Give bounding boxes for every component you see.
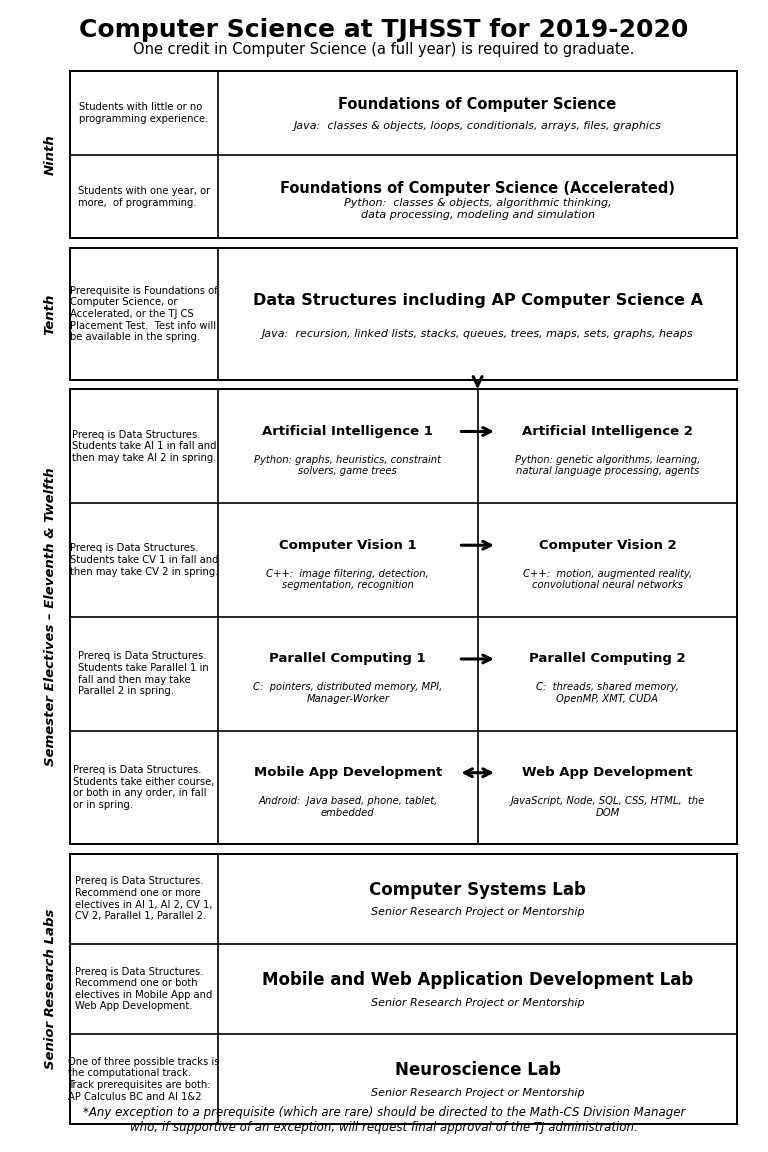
Text: C++:  image filtering, detection,
segmentation, recognition: C++: image filtering, detection, segment… [266, 569, 429, 590]
Text: JavaScript, Node, SQL, CSS, HTML,  the
DOM: JavaScript, Node, SQL, CSS, HTML, the DO… [510, 796, 704, 818]
Text: C++:  motion, augmented reality,
convolutional neural networks: C++: motion, augmented reality, convolut… [523, 569, 692, 590]
Text: Neuroscience Lab: Neuroscience Lab [395, 1061, 561, 1079]
Text: Foundations of Computer Science: Foundations of Computer Science [339, 97, 617, 113]
Text: Parallel Computing 1: Parallel Computing 1 [270, 652, 426, 666]
Text: Java:  classes & objects, loops, conditionals, arrays, files, graphics: Java: classes & objects, loops, conditio… [293, 121, 661, 130]
Text: Students with little or no
programming experience.: Students with little or no programming e… [79, 103, 208, 124]
Text: Mobile App Development: Mobile App Development [253, 766, 442, 779]
Text: Prerequisite is Foundations of
Computer Science, or
Accelerated, or the TJ CS
Pl: Prerequisite is Foundations of Computer … [70, 286, 217, 342]
Text: Semester Electives – Eleventh & Twelfth: Semester Electives – Eleventh & Twelfth [44, 468, 57, 766]
Text: One of three possible tracks is
the computational track.
Track prerequisites are: One of three possible tracks is the comp… [68, 1056, 220, 1101]
Text: Artificial Intelligence 1: Artificial Intelligence 1 [263, 425, 433, 438]
Text: Computer Science at TJHSST for 2019-2020: Computer Science at TJHSST for 2019-2020 [79, 18, 689, 41]
Bar [70, 248, 737, 380]
Text: Web App Development: Web App Development [522, 766, 693, 779]
Text: Prereq is Data Structures.
Recommend one or both
electives in Mobile App and
Web: Prereq is Data Structures. Recommend one… [75, 967, 213, 1011]
Text: C:  threads, shared memory,
OpenMP, XMT, CUDA: C: threads, shared memory, OpenMP, XMT, … [536, 682, 679, 704]
Text: Tenth: Tenth [44, 294, 57, 334]
Text: Senior Research Project or Mentorship: Senior Research Project or Mentorship [371, 998, 584, 1008]
Text: C:  pointers, distributed memory, MPI,
Manager-Worker: C: pointers, distributed memory, MPI, Ma… [253, 682, 442, 704]
Text: Prereq is Data Structures.
Recommend one or more
electives in AI 1, AI 2, CV 1,
: Prereq is Data Structures. Recommend one… [75, 877, 213, 922]
Text: Data Structures including AP Computer Science A: Data Structures including AP Computer Sc… [253, 293, 703, 309]
Text: *Any exception to a prerequisite (which are rare) should be directed to the Math: *Any exception to a prerequisite (which … [83, 1106, 685, 1134]
Text: Prereq is Data Structures.
Students take CV 1 in fall and
then may take CV 2 in : Prereq is Data Structures. Students take… [70, 544, 218, 577]
Text: Computer Vision 1: Computer Vision 1 [279, 539, 416, 552]
Text: Java:  recursion, linked lists, stacks, queues, trees, maps, sets, graphs, heaps: Java: recursion, linked lists, stacks, q… [262, 328, 694, 339]
Text: Python:  classes & objects, algorithmic thinking,
data processing, modeling and : Python: classes & objects, algorithmic t… [344, 198, 611, 220]
Bar [70, 389, 737, 844]
Text: Artificial Intelligence 2: Artificial Intelligence 2 [522, 425, 693, 438]
Text: Prereq is Data Structures.
Students take AI 1 in fall and
then may take AI 2 in : Prereq is Data Structures. Students take… [71, 430, 216, 463]
Text: Prereq is Data Structures.
Students take Parallel 1 in
fall and then may take
Pa: Prereq is Data Structures. Students take… [78, 651, 209, 696]
Text: Ninth: Ninth [44, 135, 57, 175]
Bar [70, 71, 737, 238]
Text: Senior Research Project or Mentorship: Senior Research Project or Mentorship [371, 908, 584, 917]
Text: Parallel Computing 2: Parallel Computing 2 [529, 652, 686, 666]
Text: Senior Research Labs: Senior Research Labs [44, 909, 57, 1069]
Text: One credit in Computer Science (a full year) is required to graduate.: One credit in Computer Science (a full y… [134, 41, 634, 58]
Text: Prereq is Data Structures.
Students take either course,
or both in any order, in: Prereq is Data Structures. Students take… [73, 765, 214, 810]
Text: Computer Vision 2: Computer Vision 2 [538, 539, 677, 552]
Text: Computer Systems Lab: Computer Systems Lab [369, 881, 586, 899]
Text: Foundations of Computer Science (Accelerated): Foundations of Computer Science (Acceler… [280, 181, 675, 196]
Text: Python: graphs, heuristics, constraint
solvers, game trees: Python: graphs, heuristics, constraint s… [254, 455, 442, 477]
Text: Mobile and Web Application Development Lab: Mobile and Web Application Development L… [262, 971, 694, 988]
Text: Python: genetic algorithms, learning,
natural language processing, agents: Python: genetic algorithms, learning, na… [515, 455, 700, 477]
Text: Senior Research Project or Mentorship: Senior Research Project or Mentorship [371, 1087, 584, 1098]
Text: Students with one year, or
more,  of programming.: Students with one year, or more, of prog… [78, 185, 210, 207]
Bar [70, 854, 737, 1124]
Text: Android:  Java based, phone, tablet,
embedded: Android: Java based, phone, tablet, embe… [258, 796, 438, 818]
